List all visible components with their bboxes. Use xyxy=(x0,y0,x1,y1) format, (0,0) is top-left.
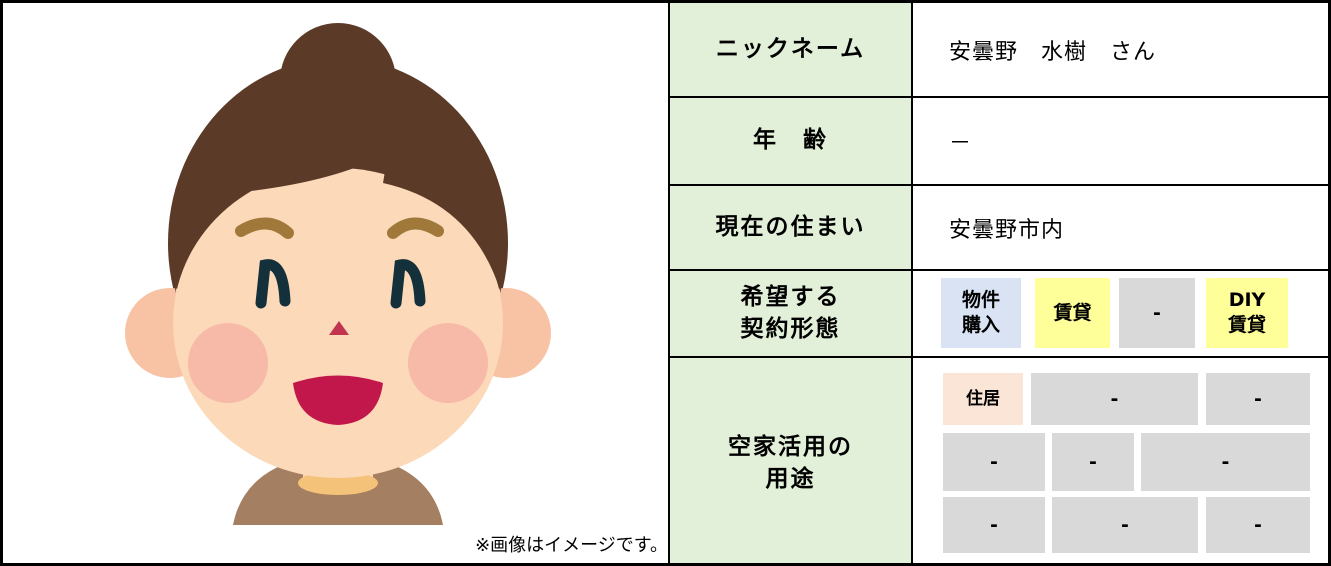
tag: DIY 賃貸 xyxy=(1206,278,1288,348)
row-label: ニックネーム xyxy=(670,3,913,98)
tag: 賃貸 xyxy=(1035,278,1110,348)
row-value: 安曇野 水樹 さん xyxy=(913,3,1328,98)
row-value xyxy=(913,271,1328,358)
tag: 物件 購入 xyxy=(941,278,1021,348)
row-label: 空家活用の 用途 xyxy=(670,358,913,563)
tag: - xyxy=(943,497,1045,553)
row-label: 現在の住まい xyxy=(670,186,913,271)
tag: - xyxy=(1031,373,1198,425)
row-value: － xyxy=(913,98,1328,186)
tag: - xyxy=(1052,433,1134,491)
row-label: 年 齢 xyxy=(670,98,913,186)
image-caption: ※画像はイメージです。 xyxy=(475,535,668,556)
tag: - xyxy=(1141,433,1310,491)
row-label: 希望する 契約形態 xyxy=(670,271,913,358)
tag: - xyxy=(1119,278,1195,348)
tag: - xyxy=(943,433,1045,491)
tag: 住居 xyxy=(943,373,1023,425)
tag: - xyxy=(1206,497,1310,553)
illustration xyxy=(125,23,551,525)
tag: - xyxy=(1052,497,1198,553)
row-value: 安曇野市内 xyxy=(913,186,1328,271)
tag: - xyxy=(1206,373,1310,425)
divider xyxy=(668,3,670,563)
